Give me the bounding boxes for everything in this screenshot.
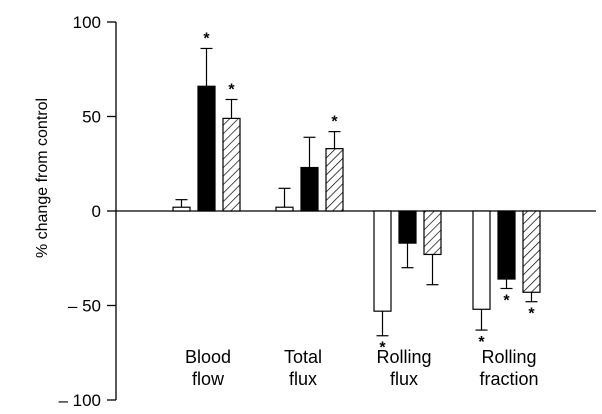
significance-star: * <box>228 81 235 98</box>
y-ticks: 100 50 0 – 50 – 100 <box>58 13 116 410</box>
bar <box>300 166 319 212</box>
significance-star: * <box>503 292 510 309</box>
category-label: Total <box>284 347 322 367</box>
bar <box>197 85 216 212</box>
bars: * * * * * * * <box>172 30 541 357</box>
significance-star: * <box>528 306 535 323</box>
bar <box>325 148 344 212</box>
significance-star: * <box>203 30 210 47</box>
bar <box>275 206 294 212</box>
y-tick-label: 50 <box>82 108 101 127</box>
category-labels: BloodflowTotalfluxRollingfluxRollingfrac… <box>185 347 539 389</box>
bar <box>497 210 516 280</box>
y-axis-label: % change from control <box>34 98 51 258</box>
significance-star: * <box>331 114 338 131</box>
category-label: Blood <box>185 347 231 367</box>
y-tick-label: – 100 <box>58 391 101 410</box>
category-label: flux <box>390 369 418 389</box>
significance-star: * <box>379 340 386 357</box>
y-tick-label: 0 <box>92 202 101 221</box>
category-label: flow <box>192 369 225 389</box>
bar <box>172 206 191 212</box>
bar <box>222 117 241 212</box>
bar <box>423 210 442 256</box>
bar <box>373 210 392 312</box>
category-label: fraction <box>479 369 538 389</box>
category-label: Rolling <box>481 347 536 367</box>
bar <box>472 210 491 310</box>
y-tick-label: 100 <box>73 13 101 32</box>
category-label: flux <box>289 369 317 389</box>
y-tick-label: – 50 <box>68 297 101 316</box>
significance-star: * <box>478 334 485 351</box>
bar <box>398 210 417 244</box>
bar <box>522 210 541 293</box>
category-label: Rolling <box>376 347 431 367</box>
